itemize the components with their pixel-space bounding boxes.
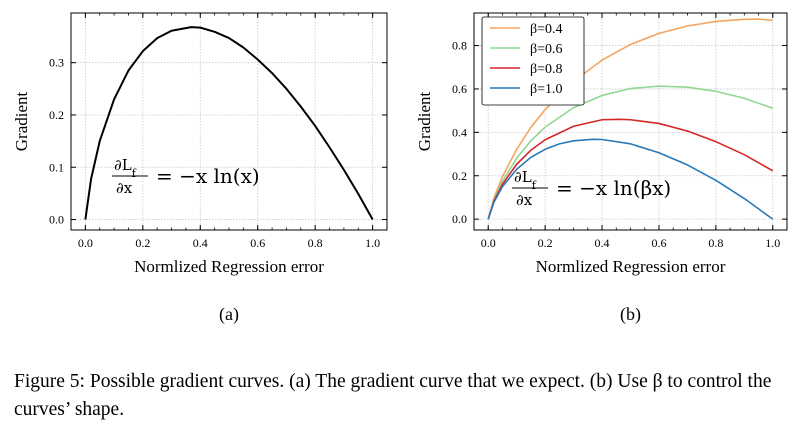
y-axis-label: Gradient (415, 91, 434, 151)
formula-rhs: = −x ln(βx) (556, 176, 671, 200)
series-line-0.4 (487, 18, 773, 220)
x-tick-label: 0.4 (595, 236, 610, 250)
legend-label: β=1.0 (530, 82, 563, 97)
y-tick-label: 0.3 (49, 56, 64, 70)
panel-label: (b) (620, 304, 641, 325)
formula-denominator: ∂x (516, 191, 533, 209)
legend-box (481, 16, 585, 106)
formula-denominator: ∂x (116, 179, 133, 197)
formula-rhs: = −x ln(x) (156, 164, 260, 188)
x-tick-label: 0.4 (193, 236, 208, 250)
legend-label: β=0.6 (530, 42, 563, 57)
chart-panel-a: 0.0 0.2 0.4 0.6 0.8 1.0 0.0 0.1 0.2 0.3 Normlized … (12, 12, 388, 325)
panel-label: (a) (219, 304, 239, 325)
x-tick-label: 0.6 (651, 236, 666, 250)
series-line-0 (84, 26, 374, 221)
x-tick-label: 0.0 (78, 236, 93, 250)
caption-figure-label: Figure 5: (14, 371, 85, 392)
figure-caption: Figure 5: Possible gradient curves. (a) … (14, 368, 800, 424)
y-tick-label: 0.2 (49, 108, 64, 122)
plot-frame (70, 12, 388, 231)
x-tick-label: 1.0 (765, 236, 780, 250)
y-tick-label: 0.6 (452, 82, 467, 96)
formula-numerator: ∂Lf (514, 168, 537, 192)
y-tick-label: 0.2 (452, 169, 467, 183)
x-tick-label: 0.0 (481, 236, 496, 250)
x-axis-label: Normlized Regression error (536, 257, 726, 276)
formula-numerator: ∂Lf (114, 156, 137, 180)
y-tick-label: 0.0 (49, 213, 64, 227)
x-tick-label: 0.2 (135, 236, 150, 250)
x-tick-label: 0.8 (708, 236, 723, 250)
y-tick-label: 0.1 (49, 160, 64, 174)
x-tick-label: 0.8 (308, 236, 323, 250)
chart-panel-b: 0.0 0.2 0.4 0.6 0.8 1.0 0.0 0.2 0.4 0.6 0.8 Normliz… (415, 12, 788, 325)
y-tick-label: 0.0 (452, 212, 467, 226)
y-tick-label: 0.4 (452, 125, 467, 139)
x-tick-label: 0.2 (538, 236, 553, 250)
y-tick-label: 0.8 (452, 39, 467, 53)
series-line-0.6 (487, 85, 774, 220)
x-tick-label: 1.0 (365, 236, 380, 250)
caption-text: Possible gradient curves. (a) The gradie… (14, 371, 772, 420)
series-line-1.0 (487, 138, 774, 220)
formula-annotation: ∂Lf∂x = −x ln(βx) (512, 168, 671, 209)
y-axis-label: Gradient (12, 91, 31, 151)
legend: β=0.4 β=0.6 β=0.8 β=1.0 (481, 16, 585, 106)
x-tick-label: 0.6 (250, 236, 265, 250)
legend-label: β=0.4 (530, 22, 563, 37)
formula-annotation: ∂Lf∂x = −x ln(x) (112, 156, 260, 197)
series-line-0.8 (487, 118, 774, 220)
x-axis-label: Normlized Regression error (134, 257, 324, 276)
legend-label: β=0.8 (530, 62, 563, 77)
